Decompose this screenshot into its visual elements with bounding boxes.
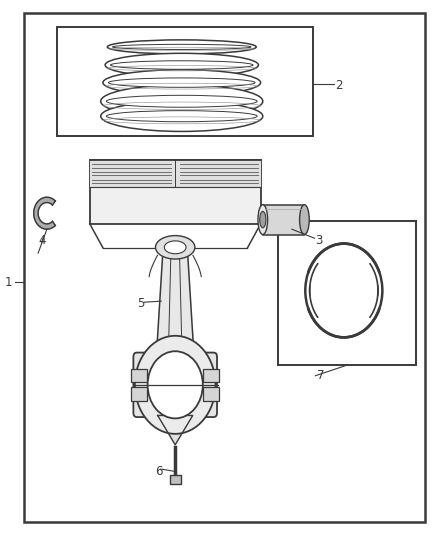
Text: 1: 1 [4, 276, 12, 289]
Bar [90, 160, 261, 187]
Ellipse shape [155, 236, 195, 259]
Bar [263, 205, 304, 235]
Text: 3: 3 [315, 235, 323, 247]
Text: 2: 2 [335, 79, 343, 92]
Text: 4: 4 [39, 235, 46, 247]
Bar [170, 474, 181, 484]
Ellipse shape [106, 111, 257, 122]
Text: 7: 7 [317, 369, 324, 382]
Polygon shape [34, 197, 55, 229]
Ellipse shape [110, 61, 253, 69]
FancyBboxPatch shape [133, 353, 217, 417]
Ellipse shape [300, 205, 309, 235]
Ellipse shape [106, 95, 257, 107]
Ellipse shape [258, 205, 268, 235]
Ellipse shape [260, 212, 266, 228]
Circle shape [135, 336, 215, 434]
Text: 6: 6 [155, 465, 163, 478]
Ellipse shape [101, 85, 263, 118]
Bar [90, 160, 261, 224]
Ellipse shape [164, 241, 186, 254]
Bar [57, 27, 313, 136]
Circle shape [148, 351, 203, 418]
Ellipse shape [103, 70, 261, 95]
Polygon shape [157, 251, 194, 349]
Text: 5: 5 [137, 297, 144, 310]
Bar [203, 369, 219, 382]
Bar [131, 387, 146, 401]
Ellipse shape [101, 101, 263, 132]
Bar [278, 221, 416, 365]
Ellipse shape [107, 40, 256, 54]
Ellipse shape [109, 78, 255, 87]
Polygon shape [158, 416, 193, 445]
Ellipse shape [105, 53, 258, 77]
Bar [131, 369, 146, 382]
Bar [203, 387, 219, 401]
Circle shape [305, 244, 382, 337]
Ellipse shape [113, 44, 251, 50]
